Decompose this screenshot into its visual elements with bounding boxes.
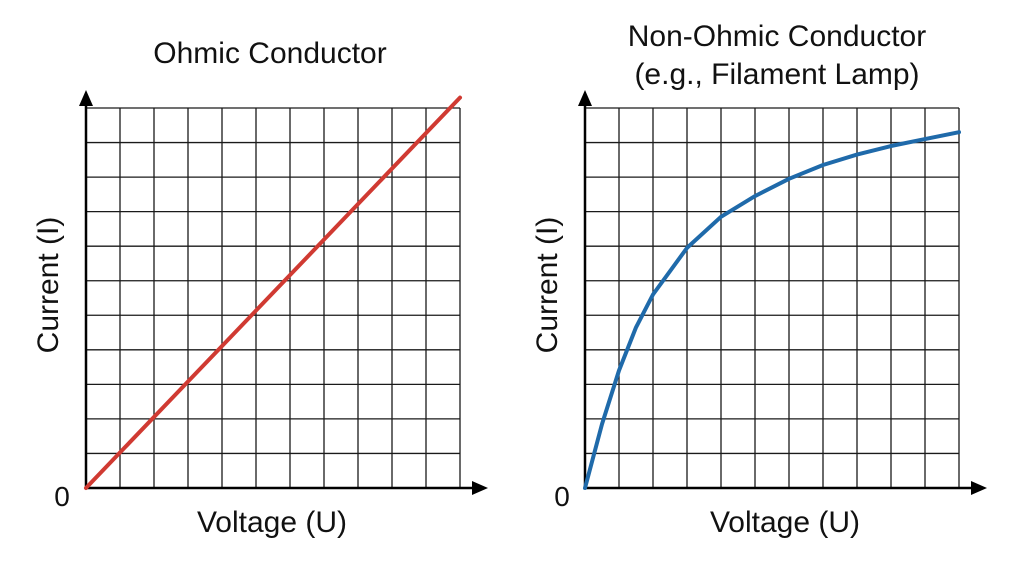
origin-label: 0 [554, 481, 570, 512]
chart-title: (e.g., Filament Lamp) [634, 58, 919, 91]
grid [86, 107, 461, 488]
non-ohmic-chart: Non-Ohmic Conductor (e.g., Filament Lamp)… [512, 0, 1024, 559]
x-axis-arrow-icon [971, 481, 987, 495]
y-axis-label: Current (I) [531, 217, 564, 354]
ohmic-chart-svg: Ohmic Conductor Current (I) Voltage (U) 0 [32, 37, 488, 539]
y-axis-arrow-icon [79, 90, 93, 106]
x-axis-label: Voltage (U) [710, 506, 860, 539]
x-axis-arrow-icon [472, 481, 488, 495]
y-axis-label: Current (I) [32, 217, 65, 354]
non-ohmic-chart-svg: Non-Ohmic Conductor (e.g., Filament Lamp)… [531, 20, 987, 539]
grid [585, 107, 960, 488]
series-line [583, 130, 961, 490]
chart-title: Non-Ohmic Conductor [628, 20, 926, 53]
ohmic-chart: Ohmic Conductor Current (I) Voltage (U) 0 [0, 0, 512, 559]
origin-label: 0 [54, 481, 70, 512]
x-axis-label: Voltage (U) [197, 506, 347, 539]
chart-title: Ohmic Conductor [153, 37, 386, 70]
series-line [84, 95, 462, 490]
y-axis-arrow-icon [578, 90, 592, 106]
